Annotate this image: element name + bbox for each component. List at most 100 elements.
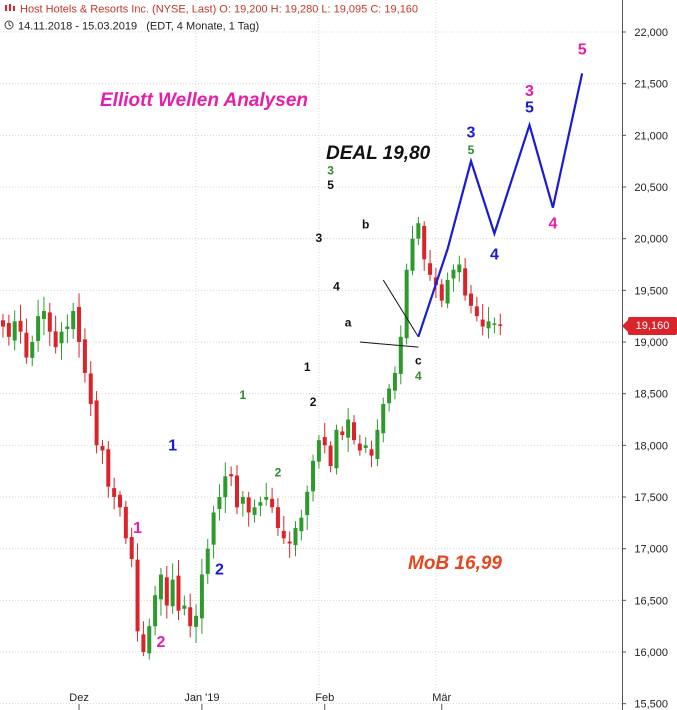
candle-body bbox=[322, 437, 327, 446]
wave-label: 1 bbox=[133, 520, 142, 537]
candle-body bbox=[223, 476, 228, 498]
clock-icon bbox=[4, 20, 14, 33]
candle-body bbox=[77, 306, 82, 342]
candle-body bbox=[311, 460, 316, 492]
candle-body bbox=[293, 528, 298, 546]
candle-body bbox=[369, 449, 374, 456]
candle-body bbox=[340, 431, 345, 435]
candle-body bbox=[498, 324, 503, 326]
y-tick-label: 16,000 bbox=[634, 647, 668, 659]
wave-label: c bbox=[415, 354, 422, 368]
candle-body bbox=[88, 373, 93, 404]
wave-label: 3 bbox=[316, 231, 323, 245]
candle-body bbox=[463, 268, 468, 296]
candle-body bbox=[194, 615, 199, 627]
wave-label: 5 bbox=[468, 143, 475, 157]
candle-body bbox=[205, 548, 210, 574]
x-tick-label: Jan '19 bbox=[184, 692, 219, 704]
candle-body bbox=[381, 404, 386, 434]
wave-label: 3 bbox=[467, 124, 476, 141]
candle-body bbox=[240, 497, 245, 504]
candle-body bbox=[164, 577, 169, 606]
candle-body bbox=[363, 445, 368, 448]
candle-body bbox=[281, 530, 286, 539]
candle-body bbox=[252, 507, 257, 515]
candle-body bbox=[188, 607, 193, 627]
wave-label: 5 bbox=[525, 100, 534, 117]
y-tick-label: 21,000 bbox=[634, 130, 668, 142]
candle-body bbox=[141, 634, 146, 652]
candle-body bbox=[147, 626, 152, 654]
y-tick-label: 20,500 bbox=[634, 182, 668, 194]
y-tick-label: 22,000 bbox=[634, 27, 668, 39]
candle-body bbox=[457, 264, 462, 273]
candle-body bbox=[135, 559, 140, 632]
y-axis-panel bbox=[622, 0, 677, 710]
wave-label: 1 bbox=[240, 388, 247, 402]
candle-body bbox=[398, 336, 403, 374]
candle-body bbox=[246, 497, 251, 513]
wave-label: 2 bbox=[310, 395, 317, 409]
candle-body bbox=[346, 419, 351, 438]
wave-label: 5 bbox=[578, 42, 587, 59]
candle-body bbox=[94, 400, 99, 446]
candle-body bbox=[287, 541, 292, 544]
header-date-range: 14.11.2018 - 15.03.2019 bbox=[18, 20, 138, 33]
triangle-lower-line bbox=[359, 341, 419, 348]
candle-body bbox=[106, 449, 111, 487]
candle-body bbox=[299, 517, 304, 532]
candle-body bbox=[6, 323, 11, 337]
wave-label: 4 bbox=[490, 246, 499, 263]
y-tick-label: 20,000 bbox=[634, 234, 668, 246]
wave-label: 1 bbox=[168, 438, 177, 455]
candle-body bbox=[404, 269, 409, 339]
candle-body bbox=[445, 280, 450, 304]
candle-body bbox=[469, 293, 473, 306]
candle-body bbox=[47, 312, 52, 332]
y-tick-label: 15,500 bbox=[634, 699, 668, 710]
candle-body bbox=[211, 512, 216, 545]
candle-body bbox=[264, 497, 269, 500]
candle-body bbox=[375, 429, 380, 460]
y-tick-label: 18,500 bbox=[634, 389, 668, 401]
candle-body bbox=[129, 537, 134, 559]
candle-body bbox=[170, 579, 175, 607]
candle-body bbox=[158, 574, 163, 600]
candle-body bbox=[316, 440, 321, 462]
wave-label: a bbox=[345, 316, 352, 330]
header-info: (EDT, 4 Monate, 1 Tag) bbox=[146, 20, 260, 33]
wave-label: 4 bbox=[548, 215, 557, 232]
wave-label: 2 bbox=[215, 562, 224, 579]
candle-body bbox=[118, 494, 122, 508]
x-tick-label: Feb bbox=[315, 692, 334, 704]
candle-body bbox=[1, 320, 5, 327]
y-tick-label: 16,500 bbox=[634, 595, 668, 607]
candle-body bbox=[82, 339, 87, 373]
candle-body bbox=[229, 474, 234, 477]
chart-header-range: 14.11.2018 - 15.03.2019 (EDT, 4 Monate, … bbox=[4, 20, 259, 33]
candle-body bbox=[18, 320, 23, 332]
mob-annotation: MoB 16,99 bbox=[408, 553, 502, 574]
candle-body bbox=[480, 319, 485, 327]
candle-body bbox=[270, 498, 275, 508]
candle-body bbox=[352, 422, 356, 441]
candle-body bbox=[416, 223, 421, 239]
y-tick-label: 19,000 bbox=[634, 337, 668, 349]
candle-body bbox=[53, 331, 58, 348]
candle-body bbox=[492, 323, 497, 325]
candle-body bbox=[387, 388, 392, 404]
deal-annotation: DEAL 19,80 bbox=[326, 143, 431, 164]
candle-body bbox=[100, 445, 105, 451]
x-tick-label: Mär bbox=[432, 692, 451, 704]
candle-body bbox=[451, 269, 456, 279]
last-price-badge: 19,160 bbox=[622, 317, 677, 335]
candle-body bbox=[176, 575, 181, 611]
candle-body bbox=[305, 491, 310, 516]
chart-title: Elliott Wellen Analysen bbox=[100, 90, 308, 111]
candle-body bbox=[235, 475, 239, 508]
projection-path bbox=[417, 73, 584, 338]
candle-body bbox=[65, 326, 70, 330]
candle-body bbox=[123, 506, 128, 539]
wave-label: 2 bbox=[156, 634, 165, 651]
